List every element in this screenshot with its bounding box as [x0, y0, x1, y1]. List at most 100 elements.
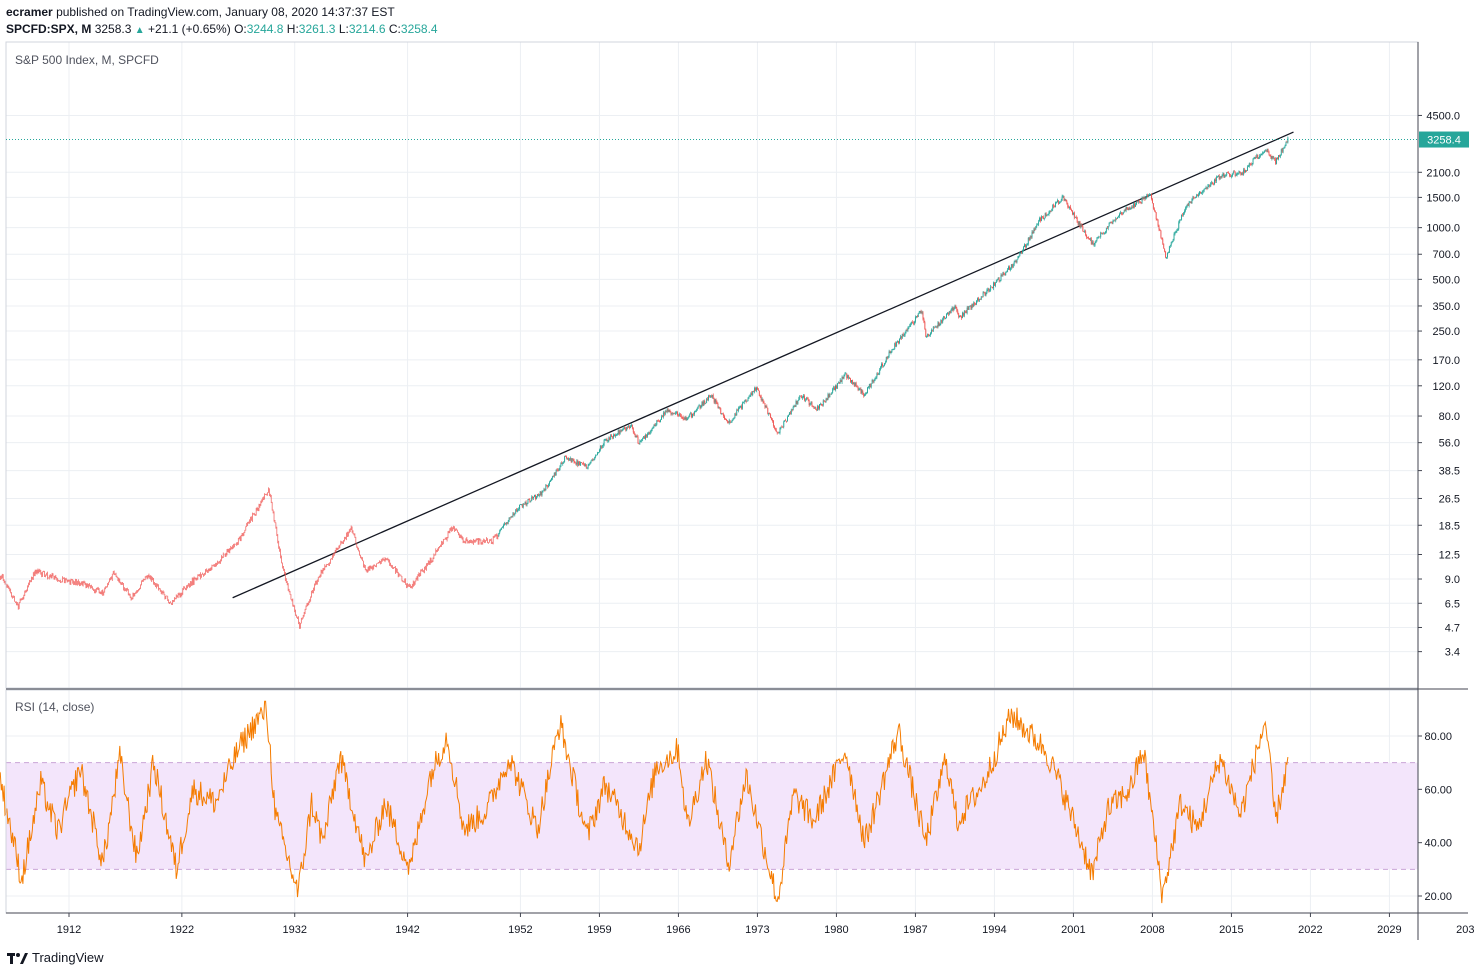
candle-body	[565, 456, 567, 457]
candle-body	[977, 298, 979, 301]
candle-body	[1093, 244, 1095, 246]
candle-body	[1180, 219, 1182, 221]
candle-body	[1160, 230, 1162, 238]
candle-body	[921, 312, 923, 314]
candle-body	[1044, 213, 1046, 218]
candle-body	[575, 462, 577, 465]
candle-body	[1268, 152, 1270, 155]
candle-body	[805, 398, 807, 400]
candle-body	[1273, 157, 1275, 159]
candle-body	[985, 293, 987, 296]
candle-body	[1000, 274, 1002, 281]
candle-body	[1264, 150, 1266, 151]
candle-body	[858, 388, 860, 390]
candle-body	[1036, 224, 1038, 227]
candle-body	[916, 316, 918, 318]
candle-body	[1018, 255, 1020, 257]
candle-body	[1271, 156, 1273, 159]
x-tick-label: 1980	[824, 924, 848, 936]
candle-body	[655, 424, 657, 426]
candle-body	[866, 393, 867, 394]
candle-body	[530, 500, 532, 502]
candle-body	[729, 420, 731, 423]
candle-body	[1274, 157, 1276, 160]
candle-body	[810, 402, 812, 404]
candle-body	[1207, 185, 1209, 189]
y-tick-label: 6.5	[1445, 598, 1460, 610]
candle-body	[1015, 261, 1017, 263]
candle-body	[1285, 141, 1287, 146]
candle-body	[606, 439, 608, 442]
candle-body	[1066, 201, 1068, 204]
rsi-group	[0, 700, 1289, 904]
candle-body	[997, 278, 999, 280]
symbol-label[interactable]: SPCFD:SPX, M	[6, 22, 92, 36]
candle-body	[914, 321, 915, 324]
candle-body	[1235, 175, 1237, 176]
candle-body	[1075, 217, 1077, 218]
candle-body	[1276, 157, 1278, 164]
candle-body	[561, 462, 563, 464]
candle-body	[1140, 202, 1142, 203]
candle-body	[544, 489, 546, 491]
candle-body	[1209, 185, 1211, 187]
candle-body	[898, 340, 899, 344]
candle-body	[628, 426, 630, 428]
candle-body	[1076, 217, 1078, 223]
candle-body	[1120, 212, 1121, 214]
candle-body	[835, 385, 836, 391]
candle-body	[622, 429, 624, 431]
candle-body	[794, 406, 796, 407]
candle-body	[501, 527, 503, 530]
candle-body	[889, 351, 891, 353]
candle-body	[556, 469, 558, 471]
candle-body	[712, 394, 714, 399]
x-tick-label: 1994	[982, 924, 1006, 936]
candle-body	[821, 405, 823, 406]
candle-body	[513, 513, 515, 515]
candle-body	[587, 465, 589, 468]
candles-group	[0, 136, 1289, 629]
candle-body	[708, 395, 709, 400]
candle-body	[1241, 172, 1243, 176]
rsi-pane-title[interactable]: RSI (14, close)	[15, 700, 95, 714]
candle-body	[743, 401, 745, 403]
candle-body	[641, 439, 643, 441]
up-arrow-icon: ▲	[134, 25, 145, 36]
rsi-tick-label: 60.00	[1424, 784, 1452, 796]
author-name[interactable]: ecramer	[6, 5, 53, 19]
candle-body	[775, 429, 777, 432]
candle-body	[785, 420, 787, 422]
trendline-group[interactable]	[232, 131, 1294, 599]
candle-body	[1017, 256, 1019, 260]
candle-body	[1262, 152, 1263, 154]
candle-body	[584, 464, 586, 466]
candle-body	[1048, 211, 1050, 215]
candle-body	[563, 462, 565, 464]
main-pane-title[interactable]: S&P 500 Index, M, SPCFD	[15, 53, 159, 67]
candle-body	[679, 414, 681, 416]
candle-body	[1080, 223, 1082, 227]
rsi-tick-label: 20.00	[1424, 891, 1452, 903]
candle-body	[706, 398, 708, 403]
candle-body	[870, 383, 872, 388]
candle-body	[1191, 198, 1193, 204]
candle-body	[951, 307, 953, 310]
candle-body	[908, 326, 910, 329]
candle-body	[913, 322, 914, 324]
candle-body	[1013, 261, 1015, 265]
candle-body	[1125, 207, 1127, 212]
candle-body	[1050, 211, 1052, 212]
candle-body	[1269, 154, 1271, 157]
candle-body	[1156, 218, 1158, 221]
candle-body	[595, 455, 597, 458]
tradingview-footer[interactable]: TradingView	[6, 950, 104, 965]
candle-body	[717, 403, 719, 408]
candle-body	[812, 406, 814, 407]
candle-body	[516, 509, 518, 512]
x-tick-label: 1912	[57, 924, 81, 936]
candle-body	[1175, 231, 1177, 233]
candle-body	[650, 431, 652, 432]
candle-body	[758, 390, 760, 396]
